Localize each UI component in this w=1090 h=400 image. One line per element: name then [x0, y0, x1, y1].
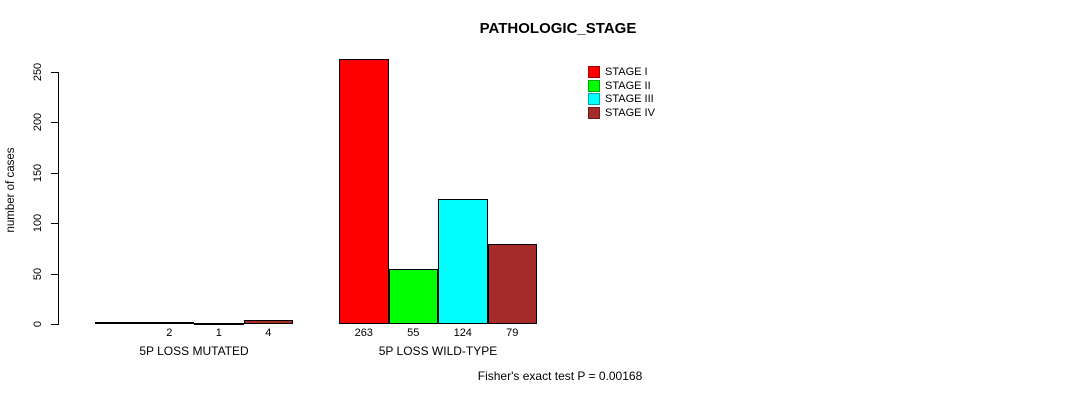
bar-zero-stage-i	[95, 322, 145, 324]
legend-swatch-stage-ii	[588, 79, 600, 92]
legend-item: STAGE III	[588, 92, 655, 106]
legend-item-label: STAGE II	[605, 79, 651, 92]
y-tick-mark	[51, 72, 58, 73]
y-tick-mark	[51, 122, 58, 124]
x-category-label: 5P LOSS WILD-TYPE	[378, 344, 498, 358]
legend-item: STAGE I	[588, 65, 655, 79]
y-tick-mark	[51, 324, 58, 325]
y-tick-mark	[51, 172, 58, 174]
bar-stage-iii	[438, 199, 488, 324]
bar-stage-iv	[243, 320, 293, 324]
bar-value-label: 55	[407, 327, 420, 339]
y-tick-label: 0	[32, 320, 44, 328]
legend-item-label: STAGE I	[605, 65, 648, 78]
bar-stage-iii	[194, 323, 244, 325]
bar-value-label: 263	[354, 327, 373, 339]
legend-item-label: STAGE IV	[605, 106, 655, 119]
bar-stage-i	[339, 59, 389, 324]
bar-value-label: 4	[265, 327, 272, 339]
stat-annotation: Fisher's exact test P = 0.00168	[477, 369, 643, 383]
legend: STAGE I STAGE II STAGE III STAGE IV	[588, 65, 655, 120]
y-tick-label: 200	[32, 113, 44, 132]
y-tick-label: 100	[32, 214, 44, 233]
y-tick-mark	[51, 273, 58, 275]
bar-value-label: 124	[453, 327, 472, 339]
legend-item: STAGE IV	[588, 106, 655, 120]
bar-value-label: 79	[506, 327, 519, 339]
legend-swatch-stage-iv	[588, 106, 600, 119]
y-tick-label: 250	[32, 62, 44, 82]
y-tick-mark	[51, 223, 58, 225]
bar-stage-ii	[388, 269, 438, 324]
y-tick-label: 150	[32, 163, 44, 182]
y-tick-label: 50	[32, 267, 44, 280]
y-axis-label: number of cases	[5, 147, 17, 233]
y-axis-line	[58, 72, 59, 325]
legend-item-label: STAGE III	[605, 93, 654, 106]
bar-value-label: 2	[166, 327, 173, 339]
x-category-label: 5P LOSS MUTATED	[139, 344, 249, 358]
bar-stage-iv	[487, 244, 537, 324]
chart-title: PATHOLOGIC_STAGE	[479, 20, 637, 37]
legend-swatch-stage-i	[588, 65, 600, 78]
legend-item: STAGE II	[588, 79, 655, 93]
bar-stage-ii	[144, 322, 194, 324]
bar-value-label: 1	[215, 327, 222, 339]
legend-swatch-stage-iii	[588, 93, 600, 106]
